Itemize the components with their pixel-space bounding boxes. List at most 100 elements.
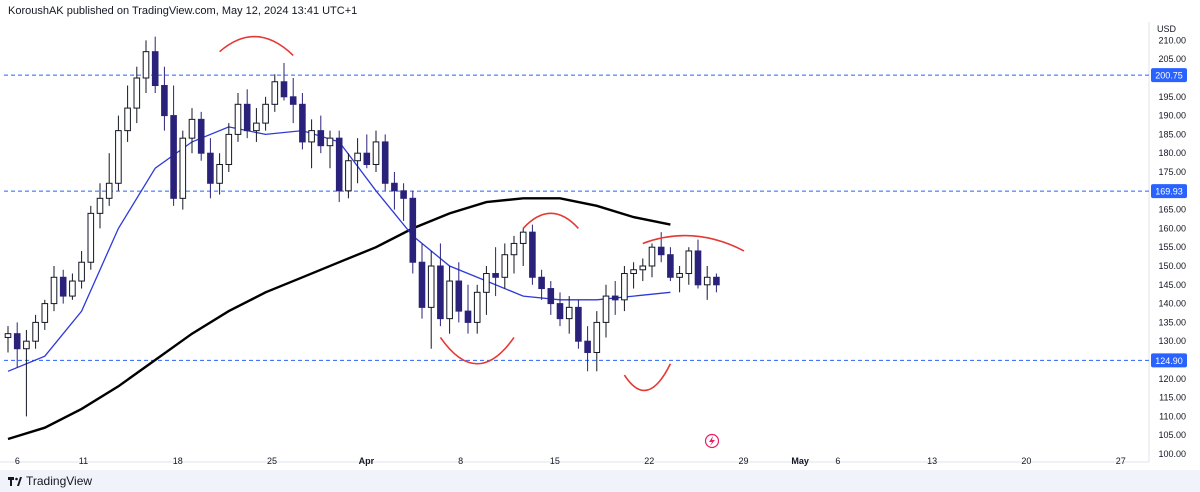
candle [335,130,343,203]
annotation-arc [522,212,579,229]
candle [41,299,49,330]
candle-body [547,288,555,305]
x-tick-label: 20 [1021,456,1031,466]
candle [308,119,315,169]
candle [4,326,12,353]
candle-body [326,137,334,147]
horizontal-levels [4,74,1149,361]
candle [519,228,527,266]
candle-body [345,160,352,192]
y-tick-label: 100.00 [1158,449,1186,459]
level-price-tag [1151,184,1187,199]
candle-body [391,182,398,192]
candle-body [87,212,95,263]
candle [197,111,205,161]
level-price-tag [1151,68,1187,83]
candle [115,115,122,191]
candle [611,281,619,315]
candle-body [308,130,315,143]
y-tick-label: 205.00 [1158,54,1186,64]
y-tick-label: 190.00 [1158,111,1186,121]
candle-body [372,141,380,165]
candle [13,322,21,368]
candle [455,262,463,323]
candle [207,138,214,199]
x-tick-label: 18 [173,456,183,466]
candle [289,78,297,124]
candle-body [289,96,297,105]
candle-body [271,81,279,105]
y-tick-label: 110.00 [1159,411,1186,421]
lightning-icon[interactable] [704,433,720,449]
candle [225,123,233,172]
y-tick-label: 105.00 [1158,430,1186,440]
candle-body [556,303,564,320]
y-tick-label: 155.00 [1158,242,1186,252]
x-tick-label: 11 [79,456,88,466]
candle [363,134,371,169]
candle-body [713,276,720,286]
candle [639,258,647,282]
candle [32,314,39,349]
y-tick-label: 140.00 [1158,299,1186,309]
footer-brand: TradingView [26,474,93,488]
candle [584,326,591,372]
slow-moving-average [7,197,671,441]
level-price-tag [1151,353,1187,368]
candle [547,281,555,315]
candle-body [253,122,260,132]
candle [142,40,150,94]
time-axis: 6 11 18 25 Apr 8 15 22 29 May 6 13 20 27 [15,456,1126,466]
candle [602,284,610,338]
candle-body [703,276,711,286]
candle-body [648,246,656,267]
y-tick-label: 150.00 [1158,261,1186,271]
level-price-label: 200.75 [1155,71,1183,81]
candle-body [538,276,545,290]
candle [676,266,683,293]
candle-body [124,107,131,132]
candle-body [243,103,251,132]
candle [299,93,306,150]
y-tick-label: 185.00 [1158,129,1186,139]
candle-body [4,333,12,338]
candle [345,153,352,199]
price-axis: USD100.00105.00110.00115.00120.00125.001… [1151,24,1187,459]
y-tick-label: 180.00 [1158,148,1186,158]
x-tick-label: 27 [1116,456,1126,466]
candle-body [363,152,371,165]
candle-body [335,137,343,192]
y-tick-label: 130.00 [1158,336,1186,346]
candle-body [317,130,325,147]
candle [271,74,279,112]
x-tick-label: 6 [15,456,20,466]
x-tick-label: 6 [835,456,840,466]
candle-body [197,118,205,154]
publish-header: KoroushAK published on TradingView.com, … [8,5,358,17]
candle [565,296,573,334]
candle-body [565,306,573,320]
y-tick-label: 165.00 [1158,205,1186,215]
candle-body [179,137,187,199]
candle [685,247,693,285]
candle-body [418,261,426,308]
candle-body [446,280,453,320]
candle [161,66,168,131]
y-tick-label: 145.00 [1158,280,1186,290]
lightning-ring [704,433,720,449]
candle [381,134,389,191]
candle-body [519,231,527,244]
candle-body [133,77,141,109]
candle-body [667,254,674,278]
candle-body [464,310,472,323]
candle [87,205,95,270]
candle-body [216,163,223,184]
candle [667,247,674,282]
candle-body [492,273,499,278]
y-tick-label: 175.00 [1158,167,1186,177]
candle [418,243,426,319]
candle [464,284,472,334]
candle-body [602,295,610,323]
candle-body [685,250,693,275]
